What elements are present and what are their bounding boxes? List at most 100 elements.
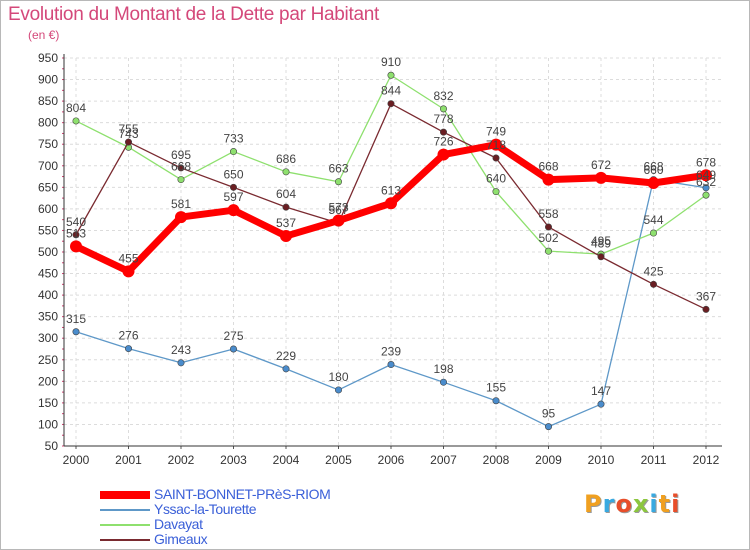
data-label: 540 [66,215,86,229]
data-point [439,128,447,136]
data-label: 239 [381,345,401,359]
data-label: 495 [591,234,611,248]
data-label: 678 [696,155,716,169]
data-label: 804 [66,101,86,115]
data-label: 315 [66,312,86,326]
data-point [122,265,135,278]
data-point [177,176,185,184]
data-point [72,231,80,239]
data-label: 513 [66,226,86,240]
y-tick-label: 250 [38,353,58,367]
legend-swatch-gimeaux [100,539,150,541]
legend-swatch-davayat [100,524,150,526]
data-point [544,223,552,231]
data-point [597,253,605,261]
data-point [439,378,447,386]
x-tick-label: 2001 [115,453,142,467]
x-tick-label: 2012 [693,453,720,467]
y-tick-label: 100 [38,417,58,431]
data-label: 567 [328,203,348,217]
y-tick-label: 800 [38,116,58,130]
legend-label-davayat: Davayat [154,516,203,532]
data-point [387,100,395,108]
data-point [387,361,395,369]
data-point [702,184,710,192]
data-point [647,177,660,190]
data-labels: 513 455 581 597 537 573 613 726 749 668 672 660 678 3… [66,55,716,420]
data-label: 663 [328,162,348,176]
x-tick-label: 2003 [220,453,247,467]
data-point [492,154,500,162]
data-label: 649 [696,168,716,182]
logo-letter: i [671,490,681,518]
data-point [387,71,395,79]
data-point [70,240,82,253]
data-point [177,164,185,172]
y-tick-label: 600 [38,202,58,216]
x-tick-label: 2007 [430,453,457,467]
logo-letter: P [584,490,603,518]
y-tick-label: 700 [38,159,58,173]
chart-title: Evolution du Montant de la Dette par Hab… [8,4,379,25]
x-tick-label: 2004 [273,453,300,467]
data-label: 275 [223,329,243,343]
y-tick-label: 900 [38,73,58,87]
y-tick-label: 300 [38,331,58,345]
data-point [595,171,607,184]
data-point [282,203,290,211]
data-label: 613 [381,183,401,197]
data-point [492,397,500,405]
data-label: 180 [328,370,348,384]
data-point [125,345,133,353]
x-tick-label: 2002 [168,453,195,467]
y-tick-label: 200 [38,374,58,388]
logo-letter: o [615,490,633,518]
legend-label-saint-bonnet: SAINT-BONNET-PRèS-RIOM [154,486,331,502]
data-label: 155 [486,381,506,395]
data-label: 573 [328,201,348,215]
data-label: 558 [538,207,558,221]
data-point [332,214,345,227]
data-label: 650 [223,167,243,181]
data-point [282,365,290,373]
data-point [230,345,238,353]
logo-letter: x [632,490,650,518]
data-label: 198 [433,362,453,376]
x-tick-label: 2009 [535,453,562,467]
data-point [439,105,447,113]
data-label: 502 [538,231,558,245]
y-tick-label: 650 [38,180,58,194]
data-label: 276 [118,329,138,343]
data-point [544,423,552,431]
data-label: 755 [118,122,138,136]
data-label: 660 [643,163,663,177]
data-label: 668 [643,160,663,174]
data-label: 229 [276,349,296,363]
data-label: 672 [591,158,611,172]
axes: 50 100 150 200 250 300 350 400 450 500 550 600 650 70… [38,51,722,467]
data-label: 749 [486,125,506,139]
y-tick-label: 850 [38,94,58,108]
data-point [280,230,292,243]
y-tick-label: 750 [38,137,58,151]
data-label: 695 [171,148,191,162]
data-point [702,191,710,199]
data-label: 733 [223,132,243,146]
y-tick-label: 400 [38,288,58,302]
data-label: 544 [643,213,663,227]
data-label: 668 [538,160,558,174]
data-label: 581 [171,197,191,211]
data-label: 537 [276,216,296,230]
data-point [230,148,238,156]
data-label: 726 [433,135,453,149]
x-tick-label: 2008 [483,453,510,467]
data-point [490,138,502,151]
data-label: 425 [643,264,663,278]
data-point [282,168,290,176]
data-point [72,117,80,125]
data-label: 668 [171,160,191,174]
data-point [437,148,450,161]
x-tick-label: 2011 [641,453,667,467]
proxiti-logo: Proxiti [584,490,680,518]
data-point [227,204,240,217]
